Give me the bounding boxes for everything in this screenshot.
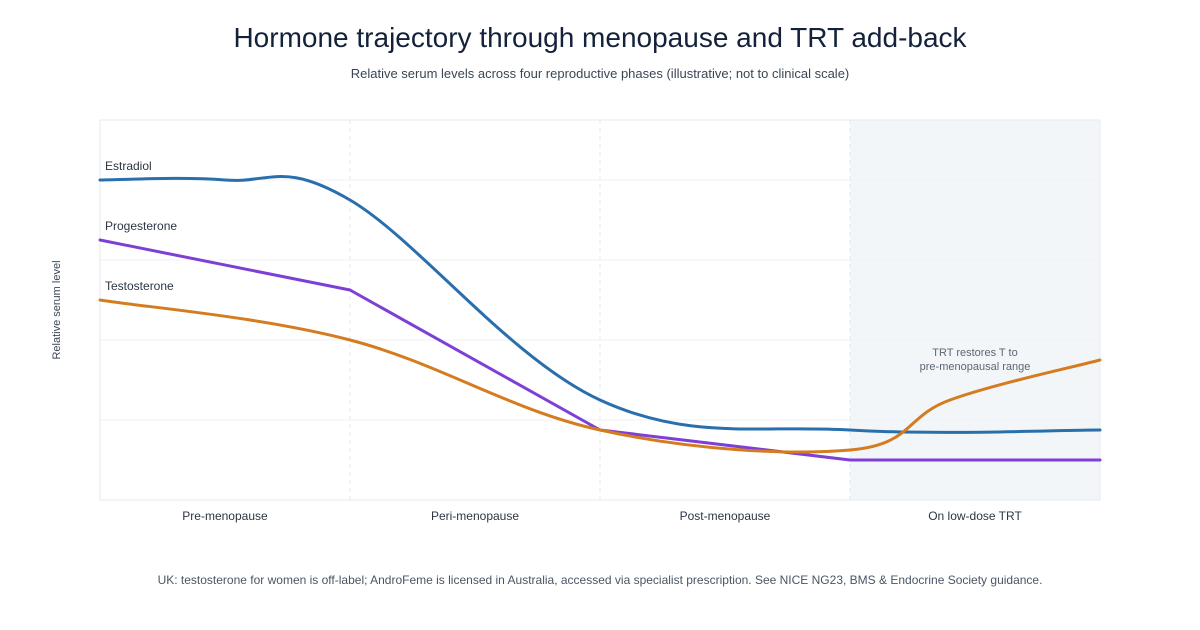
footnote: UK: testosterone for women is off-label;… — [157, 573, 1043, 587]
trt-annotation: TRT restores T to pre-menopausal range — [920, 347, 1031, 373]
plot-frame — [99, 119, 1101, 501]
testosterone-label: Testosterone — [105, 279, 174, 293]
x-tick-label: On low-dose TRT — [928, 509, 1022, 523]
x-tick-label: Peri-menopause — [431, 509, 519, 523]
annotation-line: TRT restores T to — [932, 347, 1017, 359]
estradiol-label: Estradiol — [105, 159, 152, 173]
trt-highlight-region — [850, 120, 1100, 500]
x-tick-label: Post-menopause — [680, 509, 771, 523]
plot-background — [99, 119, 1101, 501]
x-tick-labels: Pre-menopause Peri-menopause Post-menopaus… — [182, 509, 1022, 523]
series-lines — [98, 174, 1102, 462]
chart-title: Hormone trajectory through menopause and… — [233, 22, 967, 53]
progesterone-label: Progesterone — [105, 219, 177, 233]
testosterone-line — [98, 298, 1102, 454]
series-labels: Estradiol Progesterone Testosterone — [105, 159, 177, 293]
gridlines — [99, 119, 1101, 501]
estradiol-line — [98, 174, 1102, 434]
annotation-line: pre-menopausal range — [920, 361, 1031, 373]
chart-subtitle: Relative serum levels across four reprod… — [350, 66, 850, 81]
y-axis-label: Relative serum level — [51, 260, 63, 359]
x-tick-label: Pre-menopause — [182, 509, 268, 523]
